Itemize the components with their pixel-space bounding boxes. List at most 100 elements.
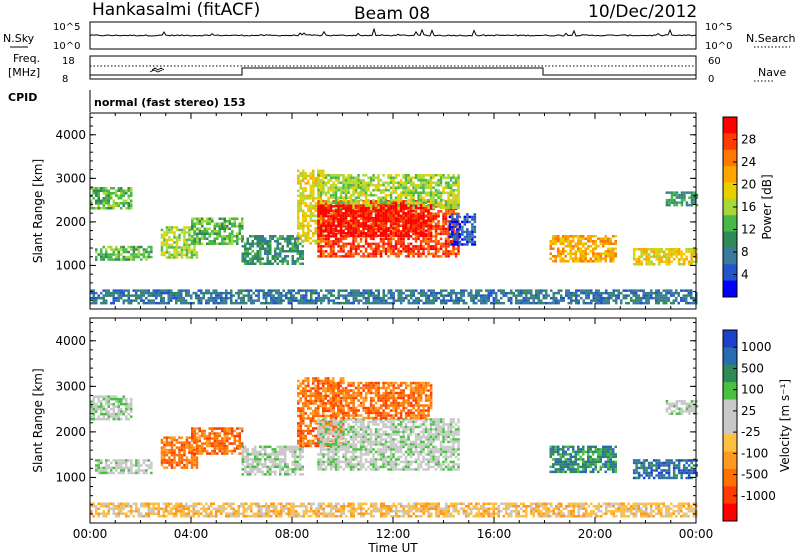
data-cell xyxy=(382,174,385,177)
data-cell xyxy=(364,207,368,210)
data-cell xyxy=(281,245,284,248)
data-cell xyxy=(163,236,166,239)
data-cell xyxy=(668,191,671,194)
data-cell xyxy=(175,461,179,464)
data-cell xyxy=(452,245,455,248)
data-cell xyxy=(180,441,184,444)
data-cell xyxy=(157,291,160,295)
data-cell xyxy=(372,210,375,213)
data-cell xyxy=(340,301,343,305)
data-cell xyxy=(347,250,350,253)
data-cell xyxy=(427,237,430,241)
data-cell xyxy=(244,255,247,258)
data-cell xyxy=(236,242,239,245)
data-cell xyxy=(165,228,169,232)
data-cell xyxy=(287,299,290,302)
data-cell xyxy=(230,296,233,300)
data-cell xyxy=(256,240,259,243)
data-cell xyxy=(92,301,95,305)
data-cell xyxy=(554,255,557,258)
data-cell xyxy=(595,299,598,302)
data-cell xyxy=(261,240,264,243)
data-cell xyxy=(352,214,355,217)
data-cell xyxy=(97,294,100,297)
data-cell xyxy=(225,296,228,300)
data-cell xyxy=(673,193,676,197)
data-cell xyxy=(372,250,375,253)
data-cell xyxy=(157,294,160,297)
data-cell xyxy=(515,301,518,305)
data-cell xyxy=(178,441,181,444)
data-cell xyxy=(382,296,385,300)
data-cell xyxy=(367,184,370,187)
data-cell xyxy=(259,235,262,238)
data-cell xyxy=(304,224,307,228)
data-cell xyxy=(215,299,218,302)
data-cell xyxy=(642,296,645,300)
data-cell xyxy=(429,176,433,179)
data-cell xyxy=(347,174,350,177)
data-cell xyxy=(337,301,340,305)
data-cell xyxy=(180,246,184,249)
data-cell xyxy=(339,224,343,227)
data-cell xyxy=(453,243,457,246)
data-cell xyxy=(404,204,408,207)
data-cell xyxy=(394,247,398,251)
data-cell xyxy=(449,252,453,256)
data-cell xyxy=(215,301,218,305)
data-cell xyxy=(329,222,333,225)
data-cell xyxy=(592,252,595,255)
data-cell xyxy=(212,291,215,295)
data-cell xyxy=(362,229,365,232)
data-cell xyxy=(137,245,141,249)
data-cell xyxy=(535,289,538,292)
data-cell xyxy=(329,224,333,227)
data-cell xyxy=(439,201,443,204)
data-cell xyxy=(122,471,125,475)
data-cell xyxy=(185,256,189,259)
data-cell xyxy=(299,192,302,195)
nave-label: Nave xyxy=(758,66,786,79)
data-cell xyxy=(107,204,110,207)
data-cell xyxy=(115,189,118,192)
data-cell xyxy=(595,301,598,305)
data-cell xyxy=(228,240,231,243)
data-cell xyxy=(640,301,643,305)
data-cell xyxy=(202,296,205,300)
colorbar-tick-label: 28 xyxy=(741,133,756,147)
data-cell xyxy=(609,252,612,255)
cpid-text: normal (fast stereo) 153 xyxy=(94,96,246,109)
data-cell xyxy=(374,234,378,237)
data-cell xyxy=(412,232,415,235)
data-cell xyxy=(332,217,335,220)
freq-label: Freq. xyxy=(13,52,40,65)
data-cell xyxy=(672,250,676,253)
data-cell xyxy=(397,232,400,235)
data-cell xyxy=(92,397,95,401)
data-cell xyxy=(115,248,118,251)
data-cell xyxy=(402,186,405,189)
data-cell xyxy=(125,402,128,406)
data-cell xyxy=(130,299,133,302)
data-cell xyxy=(117,299,120,302)
data-cell xyxy=(552,301,555,305)
data-cell xyxy=(570,294,573,297)
data-cell xyxy=(404,196,408,199)
data-cell xyxy=(332,222,335,225)
data-cell xyxy=(317,255,320,258)
data-cell xyxy=(577,301,580,305)
data-cell xyxy=(432,186,435,189)
data-cell xyxy=(317,209,320,212)
data-cell xyxy=(337,214,340,217)
data-cell xyxy=(203,230,206,233)
data-cell xyxy=(324,176,328,179)
data-cell xyxy=(266,242,269,245)
data-cell xyxy=(640,260,643,263)
data-cell xyxy=(369,202,373,206)
data-cell xyxy=(380,301,383,305)
data-cell xyxy=(266,257,269,260)
data-cell xyxy=(310,301,313,305)
data-cell xyxy=(170,436,174,439)
data-cell xyxy=(284,250,287,253)
data-cell xyxy=(304,219,307,223)
